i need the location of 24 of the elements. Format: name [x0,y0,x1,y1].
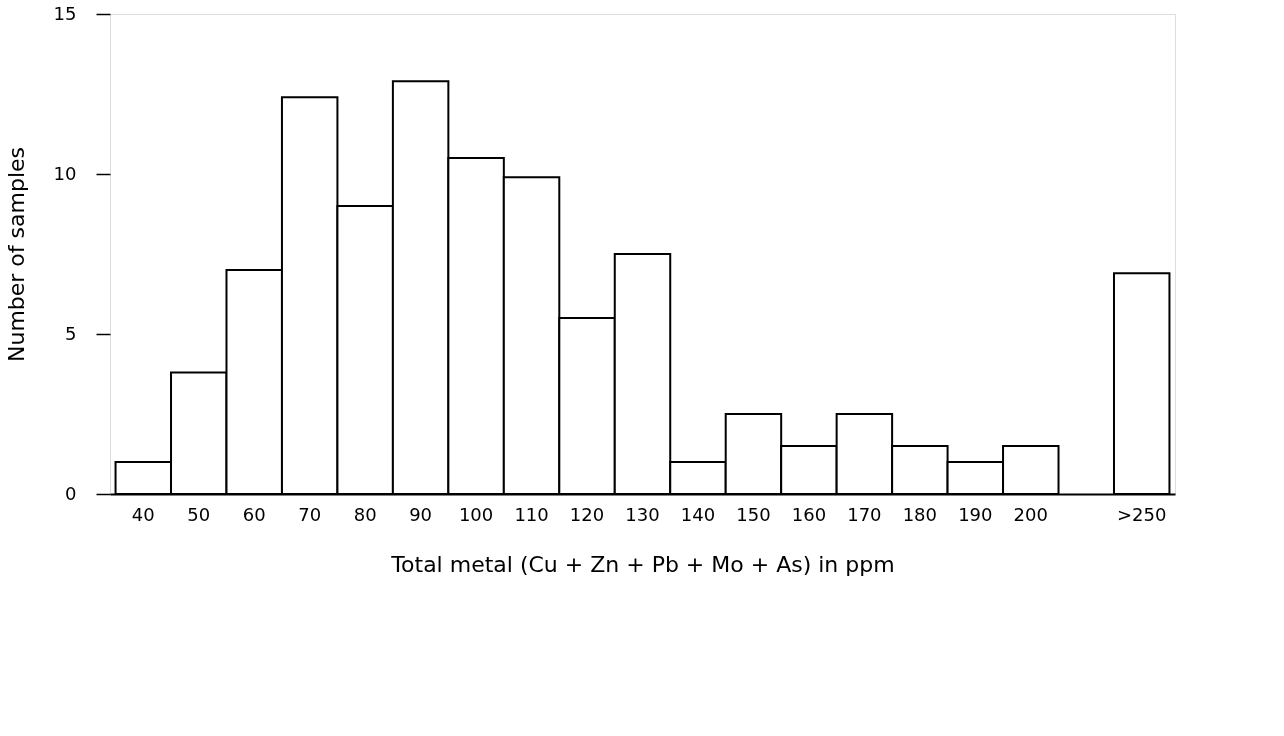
x-tick-label: 120 [569,503,605,525]
y-tick-label: 5 [65,322,77,344]
x-tick-label: 160 [791,503,827,525]
x-tick-label: 90 [409,503,433,525]
x-tick-label: 60 [242,503,266,525]
x-tick-label: 200 [1013,503,1048,525]
x-tick-label: 70 [298,503,322,525]
x-tick-label: 110 [514,503,549,525]
x-tick-label: 140 [680,503,716,525]
x-tick-label: 100 [458,503,494,525]
x-tick-label: 170 [847,503,882,525]
y-tick-label: 10 [53,162,77,184]
x-tick-label: 150 [736,503,771,525]
x-tick-label: 130 [625,503,660,525]
x-tick-label: >250 [1116,503,1167,525]
x-tick-label: 40 [131,503,155,525]
x-axis-title: Total metal (Cu + Zn + Pb + Mo + As) in ppm [390,551,895,577]
x-tick-label: 180 [902,503,938,525]
x-tick-label: 80 [353,503,377,525]
y-tick-label: 0 [65,482,77,504]
x-tick-label: 190 [958,503,993,525]
y-axis-title: Number of samples [3,146,29,363]
x-tick-label: 50 [187,503,211,525]
y-tick-label: 15 [53,2,77,24]
